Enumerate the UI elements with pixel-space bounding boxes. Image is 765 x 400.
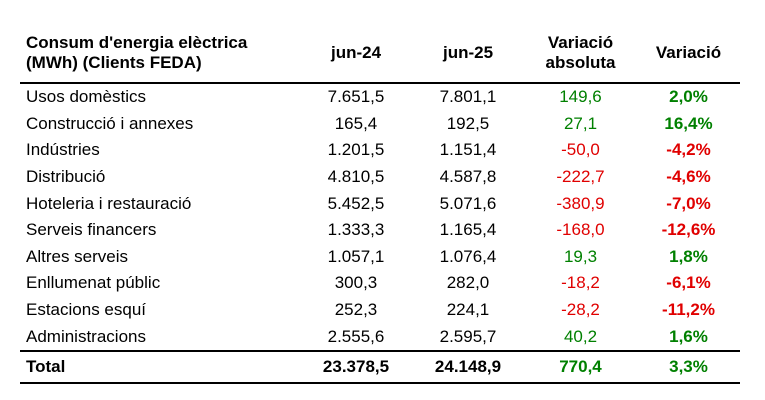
row-jun24: 1.333,3	[327, 220, 385, 240]
total-label: Total	[20, 349, 300, 384]
row-jun25: 1.076,4	[439, 246, 497, 266]
row-jun24: 7.651,5	[327, 87, 385, 107]
row-pct: 1,6%	[669, 326, 708, 346]
table-row: Serveis financers 1.333,3 1.165,4 -168,0…	[20, 217, 740, 244]
row-jun25: 224,1	[446, 300, 490, 320]
row-abs: -28,2	[561, 300, 600, 320]
row-jun24: 252,3	[334, 300, 378, 320]
row-label: Distribució	[26, 167, 106, 187]
row-jun24: 5.452,5	[327, 193, 385, 213]
row-jun25: 1.165,4	[439, 220, 497, 240]
row-jun24: 1.057,1	[327, 246, 385, 266]
row-label: Indústries	[26, 140, 100, 160]
row-jun25: 1.151,4	[439, 140, 497, 160]
header-variacio-absoluta: Variació absoluta	[524, 30, 637, 84]
row-label: Enllumenat públic	[26, 273, 161, 293]
row-label: Usos domèstics	[26, 87, 146, 107]
header-var-abs-line1: Variació	[547, 33, 614, 52]
table-row: Hoteleria i restauració 5.452,5 5.071,6 …	[20, 190, 740, 217]
table-row: Indústries 1.201,5 1.151,4 -50,0 -4,2%	[20, 137, 740, 164]
table-row: Altres serveis 1.057,1 1.076,4 19,3 1,8%	[20, 244, 740, 271]
row-abs: 27,1	[563, 113, 598, 133]
table-row: Estacions esquí 252,3 224,1 -28,2 -11,2%	[20, 297, 740, 324]
header-variacio-pct: Variació	[637, 30, 740, 84]
row-pct: -12,6%	[661, 220, 716, 240]
row-pct: 1,8%	[669, 246, 708, 266]
row-jun24: 300,3	[334, 273, 378, 293]
row-label: Hoteleria i restauració	[26, 193, 192, 213]
header-title-line2: (MWh) (Clients FEDA)	[26, 53, 202, 72]
header-title: Consum d'energia elèctrica (MWh) (Client…	[20, 30, 300, 84]
energy-consumption-table: Consum d'energia elèctrica (MWh) (Client…	[20, 30, 740, 384]
row-pct: -4,2%	[666, 140, 711, 160]
row-abs: 149,6	[559, 87, 602, 107]
row-label: Serveis financers	[26, 220, 157, 240]
table-row: Administracions 2.555,6 2.595,7 40,2 1,6…	[20, 323, 740, 351]
row-pct: 2,0%	[669, 87, 708, 107]
header-jun25: jun-25	[412, 30, 524, 84]
row-abs: -222,7	[556, 167, 605, 187]
row-jun25: 192,5	[446, 113, 490, 133]
row-abs: -18,2	[561, 273, 600, 293]
table-row: Usos domèstics 7.651,5 7.801,1 149,6 2,0…	[20, 83, 740, 111]
row-abs: -50,0	[561, 140, 600, 160]
row-pct: -7,0%	[666, 193, 711, 213]
row-pct: -6,1%	[666, 273, 711, 293]
table-row: Enllumenat públic 300,3 282,0 -18,2 -6,1…	[20, 270, 740, 297]
total-jun25: 24.148,9	[412, 349, 524, 384]
header-title-line1: Consum d'energia elèctrica	[26, 33, 248, 52]
header-jun24: jun-24	[300, 30, 412, 84]
header-var-abs-line2: absoluta	[545, 53, 616, 72]
total-pct: 3,3%	[637, 349, 740, 384]
row-jun25: 4.587,8	[439, 167, 497, 187]
row-pct: -4,6%	[666, 167, 711, 187]
row-jun24: 165,4	[334, 113, 378, 133]
energy-consumption-table-container: Consum d'energia elèctrica (MWh) (Client…	[20, 30, 740, 384]
row-jun25: 282,0	[446, 273, 490, 293]
row-jun24: 4.810,5	[327, 167, 385, 187]
total-jun24: 23.378,5	[300, 349, 412, 384]
row-jun25: 7.801,1	[439, 87, 497, 107]
row-jun25: 5.071,6	[439, 193, 497, 213]
row-jun24: 1.201,5	[327, 140, 385, 160]
table-header-row: Consum d'energia elèctrica (MWh) (Client…	[20, 30, 740, 84]
table-row: Construcció i annexes 165,4 192,5 27,1 1…	[20, 111, 740, 138]
row-abs: 40,2	[563, 326, 598, 346]
row-label: Altres serveis	[26, 246, 129, 266]
row-pct: -11,2%	[662, 300, 715, 320]
row-label: Administracions	[26, 326, 146, 346]
row-pct: 16,4%	[664, 113, 713, 133]
row-abs: -168,0	[556, 220, 605, 240]
row-label: Estacions esquí	[26, 300, 147, 320]
total-row: Total 23.378,5 24.148,9 770,4 3,3%	[20, 349, 740, 384]
row-jun24: 2.555,6	[327, 326, 385, 346]
total-abs: 770,4	[524, 349, 637, 384]
table-row: Distribució 4.810,5 4.587,8 -222,7 -4,6%	[20, 164, 740, 191]
row-label: Construcció i annexes	[26, 113, 194, 133]
row-abs: -380,9	[556, 193, 605, 213]
row-jun25: 2.595,7	[439, 326, 497, 346]
row-abs: 19,3	[563, 246, 598, 266]
